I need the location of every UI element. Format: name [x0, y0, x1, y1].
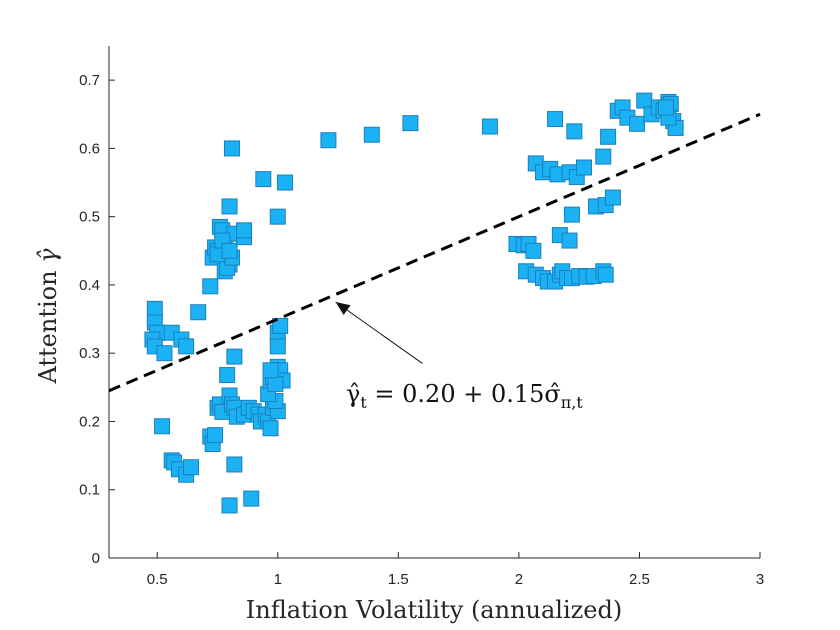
data-point [269, 208, 286, 225]
data-point [156, 345, 173, 362]
y-tick-label: 0 [92, 550, 100, 567]
y-tick-label: 0.7 [79, 72, 100, 89]
y-tick-label: 0.3 [79, 345, 100, 362]
data-point [207, 427, 224, 444]
x-tick-label: 2 [515, 571, 523, 588]
data-point [563, 206, 580, 223]
y-tick-label: 0.2 [79, 413, 100, 430]
data-point [272, 317, 289, 334]
data-point [243, 490, 260, 507]
data-point [226, 456, 243, 473]
data-point [320, 132, 337, 149]
data-point [657, 99, 674, 116]
data-point [269, 338, 286, 355]
data-point [221, 497, 238, 514]
x-tick-label: 2.5 [629, 571, 650, 588]
data-point [402, 115, 419, 132]
annotation: γ̂t = 0.20 + 0.15σ̂π,t [335, 301, 583, 412]
data-point [629, 115, 646, 132]
data-point [595, 148, 612, 165]
data-points [144, 92, 684, 514]
data-point [597, 266, 614, 283]
data-point [604, 189, 621, 206]
data-point [223, 140, 240, 157]
data-point [575, 159, 592, 176]
data-point [226, 348, 243, 365]
data-point [146, 300, 163, 317]
data-point [600, 128, 617, 145]
annotation-equation: γ̂t = 0.20 + 0.15σ̂π,t [346, 380, 583, 412]
y-tick-label: 0.5 [79, 209, 100, 226]
annotation-arrow-head [335, 302, 351, 315]
data-point [561, 232, 578, 249]
data-point [219, 367, 236, 384]
data-point [255, 171, 272, 188]
y-axis-title: Attention γ̂ [34, 248, 62, 385]
data-point [566, 123, 583, 140]
y-tick-label: 0.6 [79, 140, 100, 157]
data-point [182, 459, 199, 476]
annotation-arrow-line [335, 301, 423, 364]
y-tick-label: 0.4 [79, 277, 100, 294]
data-point [154, 418, 171, 435]
x-axis-title: Inflation Volatility (annualized) [246, 596, 622, 624]
data-point [262, 420, 279, 437]
data-point [636, 92, 653, 109]
data-point [481, 118, 498, 135]
data-point [262, 362, 279, 379]
x-tick-label: 0.5 [147, 571, 168, 588]
x-tick-label: 1 [274, 571, 282, 588]
x-tick-label: 3 [756, 571, 764, 588]
y-tick-label: 0.1 [79, 482, 100, 499]
data-point [202, 278, 219, 295]
data-point [178, 338, 195, 355]
data-point [190, 304, 207, 321]
data-point [221, 242, 238, 259]
data-point [221, 198, 238, 215]
axes: 0.5 1 1.5 2 2.5 3 0 0.1 0.2 0.3 0.4 0.5 0.6 0.7 [79, 46, 764, 588]
fit-line-layer [108, 112, 761, 393]
x-tick-label: 1.5 [388, 571, 409, 588]
fit-line [108, 112, 761, 393]
data-point [525, 242, 542, 259]
data-point [277, 174, 294, 191]
data-point [363, 126, 380, 143]
data-point [547, 111, 564, 128]
data-point [236, 222, 253, 239]
data-point [267, 375, 284, 392]
